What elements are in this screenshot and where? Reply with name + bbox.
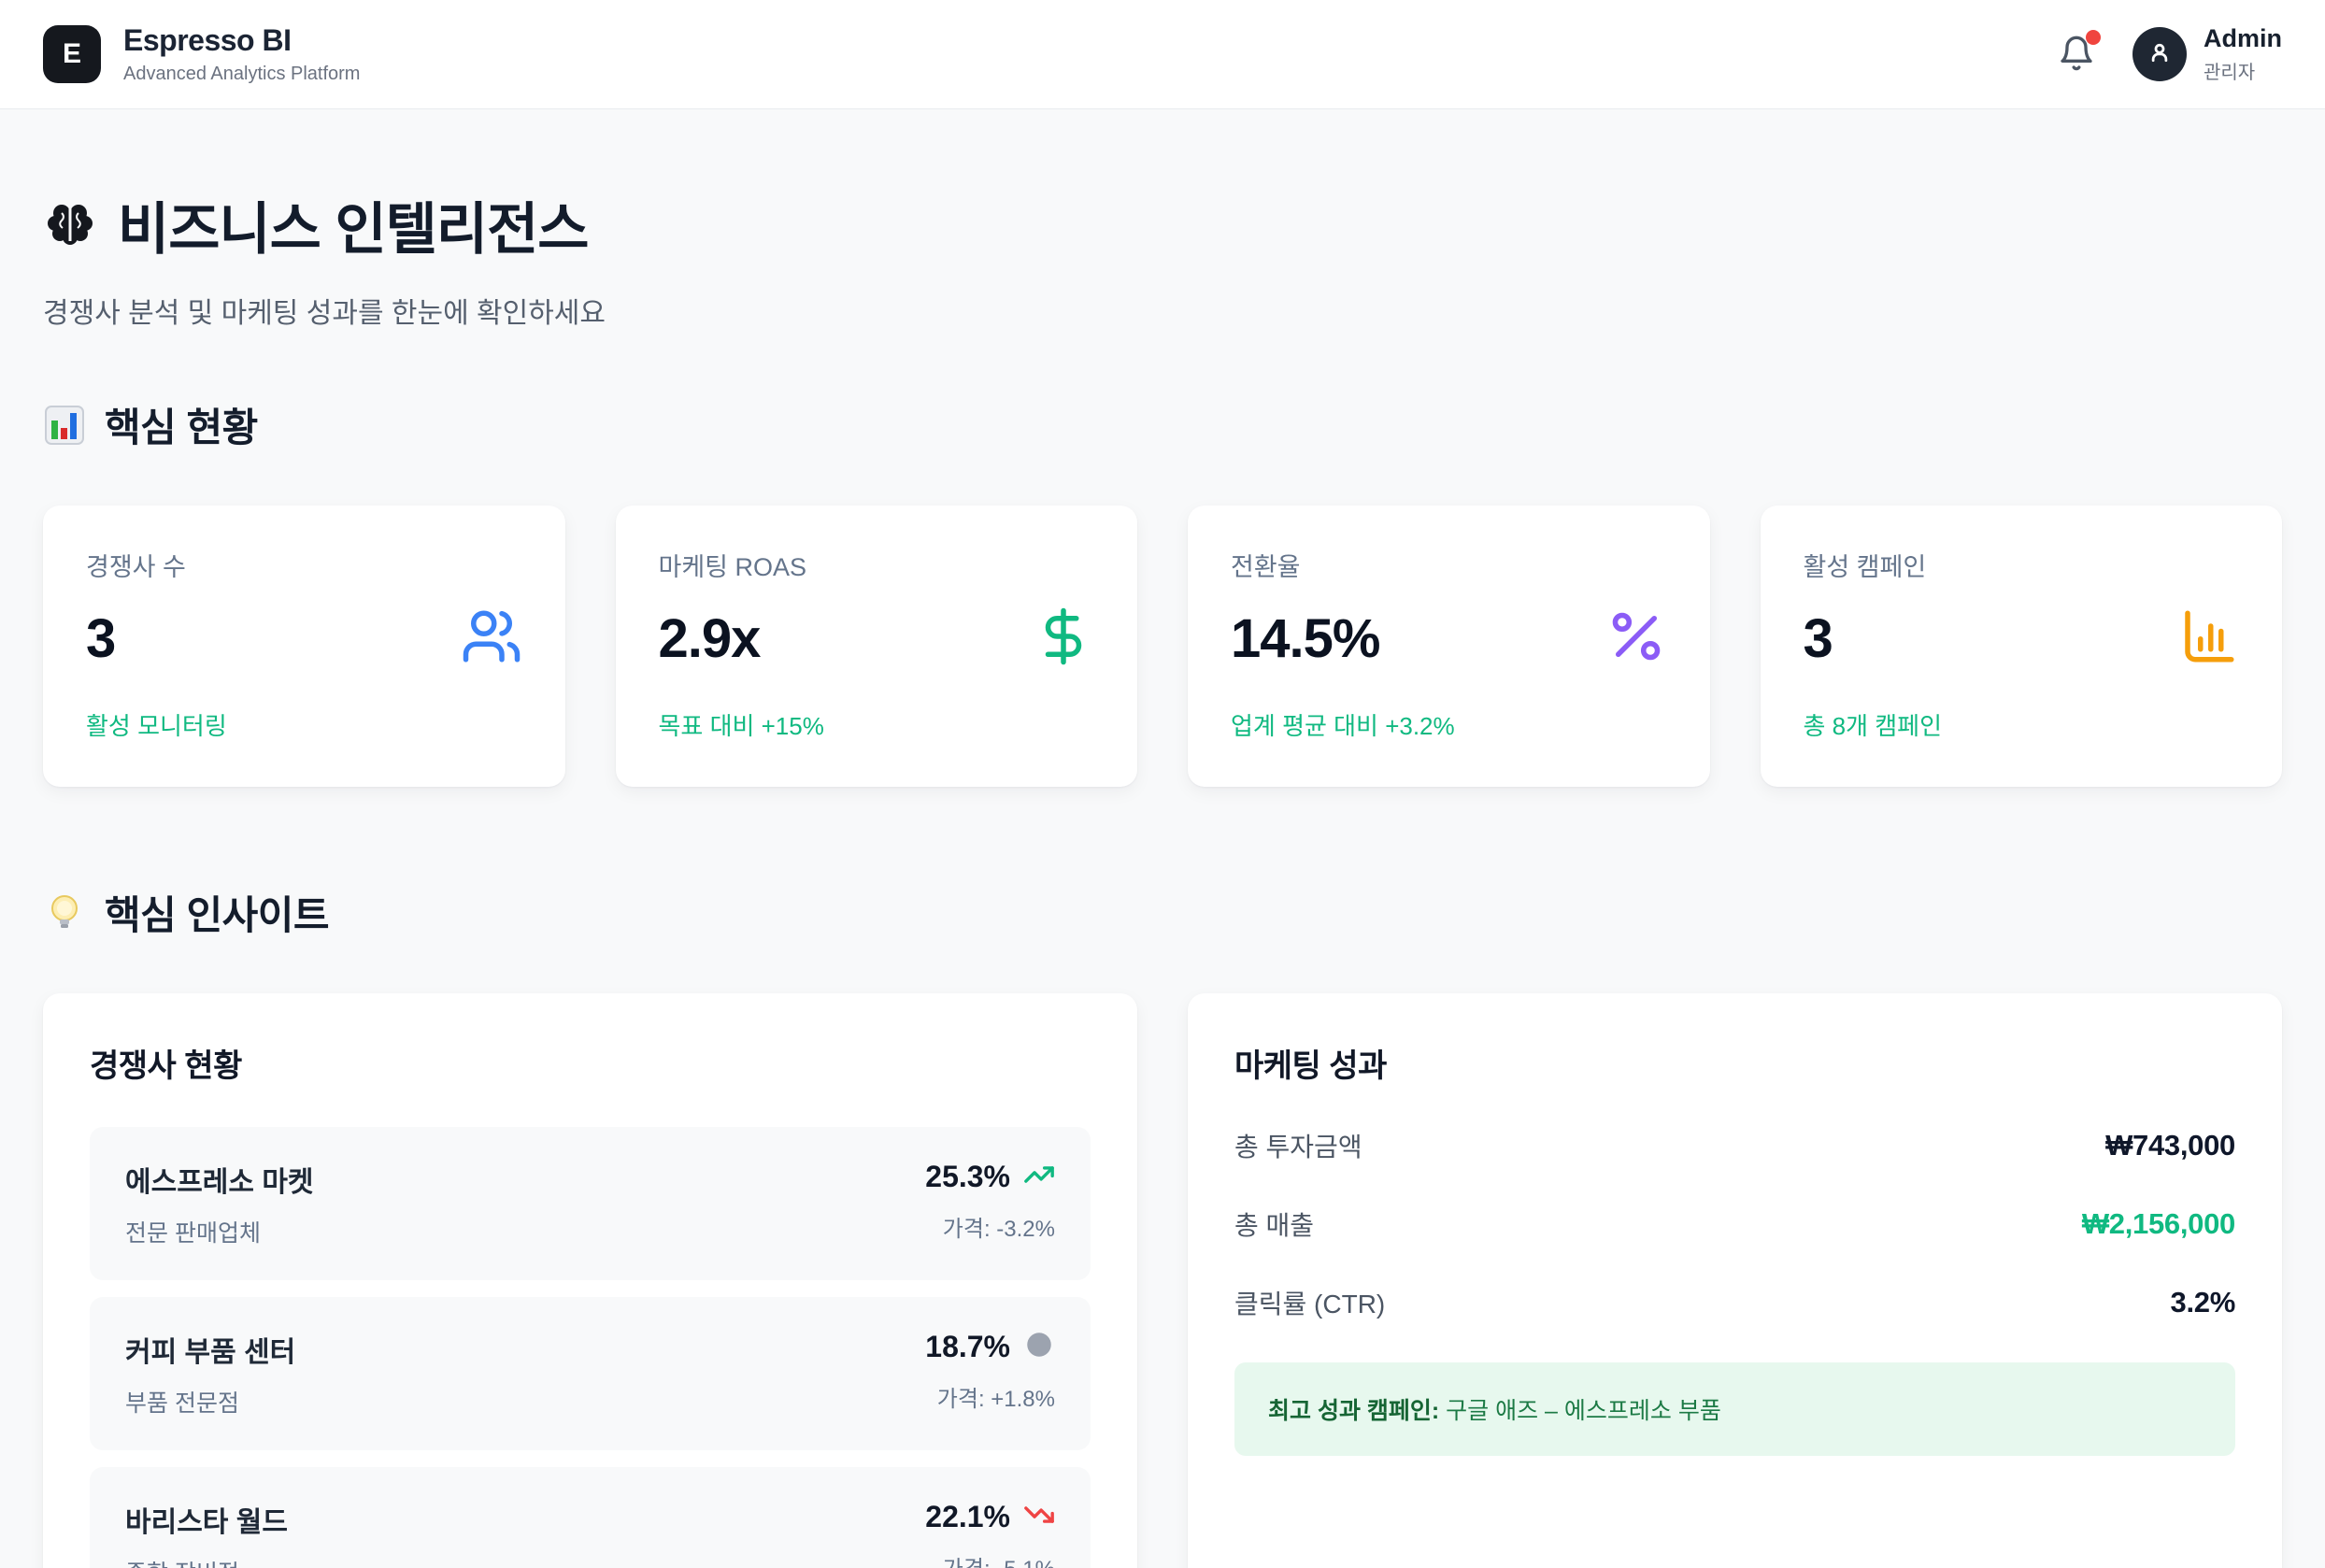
trending-up-icon (1023, 1159, 1055, 1195)
section-insights-title: 핵심 인사이트 (105, 893, 330, 937)
brand: E Espresso BI Advanced Analytics Platfor… (43, 23, 360, 85)
trending-down-icon (1023, 1499, 1055, 1535)
metric-value: 3.2% (2170, 1286, 2236, 1319)
kpi-value: 3 (86, 608, 116, 669)
kpi-label: 경쟁사 수 (86, 553, 186, 581)
competitor-price: 가격: -5.1% (925, 1550, 1055, 1568)
marketing-card: 마케팅 성과 총 투자금액 ₩743,000 총 매출 ₩2,156,000 클… (1188, 993, 2282, 1568)
competitor-name: 바리스타 월드 (125, 1507, 288, 1538)
kpi-footer: 목표 대비 +15% (658, 712, 824, 740)
brain-icon (43, 198, 97, 252)
kpi-footer: 총 8개 캠페인 (1803, 712, 1943, 740)
user-icon (2146, 38, 2174, 71)
main-content: 비즈니스 인텔리전스 경쟁사 분석 및 마케팅 성과를 한눈에 확인하세요 핵심… (0, 109, 2325, 1568)
logo-letter: E (62, 38, 81, 69)
dollar-icon (1033, 606, 1094, 672)
competitor-price: 가격: -3.2% (942, 1217, 1055, 1242)
top-campaign-text: 구글 애즈 – 에스프레소 부품 (1439, 1398, 1721, 1424)
kpi-label: 활성 캠페인 (1803, 553, 1927, 581)
user-menu[interactable]: Admin 관리자 (2132, 24, 2282, 84)
competitor-share: 25.3% (925, 1160, 1010, 1193)
app-subtitle: Advanced Analytics Platform (123, 64, 361, 84)
competitor-share: 22.1% (925, 1500, 1010, 1533)
competitor-price: 가격: +1.8% (936, 1387, 1055, 1412)
notifications-button[interactable] (2054, 30, 2101, 77)
kpi-card-campaigns: 활성 캠페인 3 총 8개 캠페인 (1760, 506, 2282, 787)
top-campaign-highlight: 최고 성과 캠페인: 구글 애즈 – 에스프레소 부품 (1234, 1362, 2235, 1456)
competitors-card-title: 경쟁사 현황 (90, 1048, 242, 1084)
kpi-footer: 업계 평균 대비 +3.2% (1231, 712, 1455, 740)
bar-chart-emoji-icon (43, 404, 86, 447)
notification-badge (2086, 30, 2101, 45)
competitor-type: 종합 장비점 (125, 1555, 288, 1568)
metric-row: 총 투자금액 ₩743,000 (1234, 1127, 2235, 1164)
metric-label: 클릭률 (CTR) (1234, 1290, 1386, 1319)
kpi-value: 3 (1803, 608, 1833, 669)
kpi-value: 14.5% (1231, 608, 1380, 669)
light-bulb-icon (43, 891, 86, 934)
bell-icon (2058, 36, 2095, 75)
user-name: Admin (2204, 24, 2282, 52)
stable-circle-icon (1023, 1329, 1055, 1365)
kpi-card-conversion: 전환율 14.5% 업계 평균 대비 +3.2% (1188, 506, 1710, 787)
metric-value: ₩743,000 (2105, 1129, 2235, 1162)
metric-row: 클릭률 (CTR) 3.2% (1234, 1284, 2235, 1321)
section-kpi-header: 핵심 현황 (43, 396, 2282, 453)
kpi-card-roas: 마케팅 ROAS 2.9x 목표 대비 +15% (615, 506, 1137, 787)
metric-value: ₩2,156,000 (2081, 1207, 2235, 1240)
competitor-list: 에스프레소 마켓 전문 판매업체 25.3% 가격: -3.2% (90, 1127, 1091, 1568)
competitor-share: 18.7% (925, 1330, 1010, 1363)
competitors-card: 경쟁사 현황 에스프레소 마켓 전문 판매업체 25.3% (43, 993, 1137, 1568)
user-role: 관리자 (2204, 63, 2256, 83)
top-campaign-label: 최고 성과 캠페인: (1268, 1398, 1440, 1424)
kpi-grid: 경쟁사 수 3 활성 모니터링 마케팅 ROAS 2.9x 목표 대비 +15%… (43, 506, 2282, 787)
competitor-name: 에스프레소 마켓 (125, 1167, 314, 1198)
app-logo: E (43, 25, 101, 83)
kpi-label: 전환율 (1231, 553, 1301, 581)
competitor-row: 에스프레소 마켓 전문 판매업체 25.3% 가격: -3.2% (90, 1127, 1091, 1280)
bar-chart-icon (2177, 606, 2239, 672)
page-subtitle: 경쟁사 분석 및 마케팅 성과를 한눈에 확인하세요 (43, 298, 606, 329)
competitor-type: 부품 전문점 (125, 1390, 239, 1417)
header-actions: Admin 관리자 (2054, 24, 2282, 84)
page-heading: 비즈니스 인텔리전스 (118, 198, 589, 261)
kpi-footer: 활성 모니터링 (86, 712, 227, 740)
page-title: 비즈니스 인텔리전스 (43, 184, 2282, 265)
app-title: Espresso BI (123, 23, 292, 57)
marketing-card-title: 마케팅 성과 (1234, 1048, 1387, 1084)
kpi-card-competitors: 경쟁사 수 3 활성 모니터링 (43, 506, 565, 787)
kpi-label: 마케팅 ROAS (658, 553, 807, 581)
kpi-value: 2.9x (658, 608, 762, 669)
section-insights-header: 핵심 인사이트 (43, 884, 2282, 941)
metric-label: 총 매출 (1234, 1211, 1315, 1240)
metric-row: 총 매출 ₩2,156,000 (1234, 1205, 2235, 1243)
competitor-row: 바리스타 월드 종합 장비점 22.1% 가격: -5.1% (90, 1467, 1091, 1568)
avatar (2132, 27, 2187, 81)
percent-icon (1605, 606, 1667, 672)
competitor-row: 커피 부품 센터 부품 전문점 18.7% 가격: +1.8% (90, 1297, 1091, 1450)
insight-grid: 경쟁사 현황 에스프레소 마켓 전문 판매업체 25.3% (43, 993, 2282, 1568)
competitor-type: 전문 판매업체 (125, 1220, 261, 1247)
section-kpi-title: 핵심 현황 (105, 406, 258, 449)
app-header: E Espresso BI Advanced Analytics Platfor… (0, 0, 2325, 109)
metric-label: 총 투자금액 (1234, 1133, 1362, 1162)
users-icon (461, 606, 522, 672)
competitor-name: 커피 부품 센터 (125, 1337, 296, 1368)
